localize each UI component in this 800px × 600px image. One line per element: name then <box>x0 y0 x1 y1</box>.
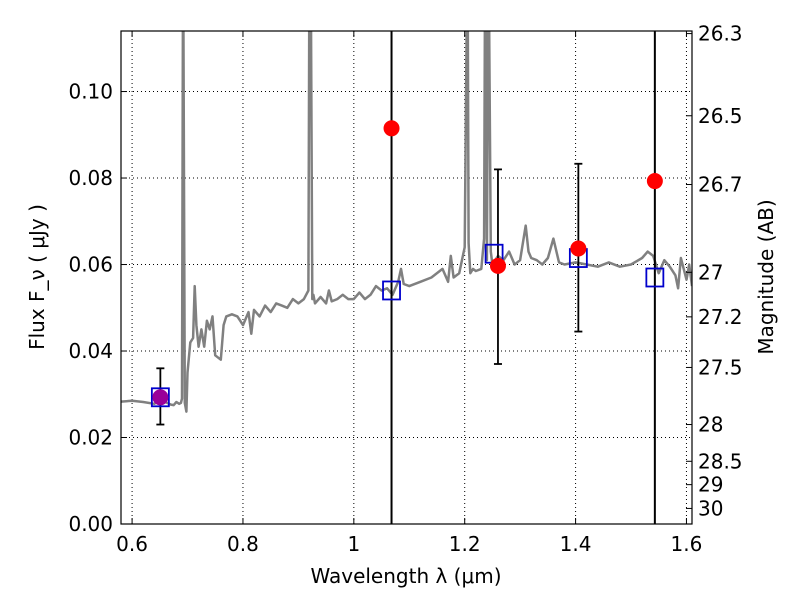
model-point <box>150 387 170 408</box>
observed-point <box>570 240 587 257</box>
y-tick-label: 0.04 <box>68 339 113 363</box>
right-tick-label: 26.3 <box>698 22 743 46</box>
right-tick-label: 27 <box>698 260 723 284</box>
x-tick-label: 1.2 <box>449 532 481 556</box>
observed-point <box>489 257 506 274</box>
right-axis-label: Magnitude (AB) <box>754 199 778 354</box>
right-tick-label: 30 <box>698 496 723 520</box>
plot-frame <box>120 30 693 525</box>
observed-point <box>646 173 663 190</box>
spectrum-line <box>121 31 692 413</box>
right-tick-label: 29 <box>698 473 723 497</box>
observed-point <box>152 389 169 406</box>
plot-background <box>121 31 692 524</box>
x-tick-label: 1 <box>347 532 360 556</box>
x-tick-label: 1.4 <box>560 532 592 556</box>
model-photometry <box>150 243 665 408</box>
model-spectrum <box>121 31 692 413</box>
x-axis: 0.6 0.8 1 1.2 1.4 1.6 <box>116 31 702 556</box>
model-point <box>382 280 401 301</box>
observed-photometry <box>152 120 663 406</box>
right-tick-label: 27.2 <box>698 305 743 329</box>
right-tick-label: 26.7 <box>698 173 743 197</box>
y-axis: 0.00 0.02 0.04 0.06 0.08 0.10 <box>68 80 127 536</box>
x-tick-label: 0.8 <box>227 532 259 556</box>
x-tick-label: 1.6 <box>671 532 703 556</box>
y-tick-label: 0.02 <box>68 426 113 450</box>
observed-point <box>383 120 400 137</box>
right-tick-label: 27.5 <box>698 355 743 379</box>
x-axis-label: Wavelength λ (μm) <box>310 564 501 588</box>
vertical-lines <box>390 31 656 524</box>
y-tick-label: 0.00 <box>68 512 113 536</box>
model-point <box>645 267 665 288</box>
right-tick-label: 28 <box>698 413 723 437</box>
y-tick-label: 0.10 <box>68 80 113 104</box>
x-tick-label: 0.6 <box>116 532 148 556</box>
y-tick-label: 0.08 <box>68 166 113 190</box>
right-tick-label: 26.5 <box>698 104 743 128</box>
y-tick-label: 0.06 <box>68 253 113 277</box>
y-axis-label: Flux F_ν ( μJy ) <box>25 204 49 350</box>
right-tick-label: 28.5 <box>698 449 743 473</box>
